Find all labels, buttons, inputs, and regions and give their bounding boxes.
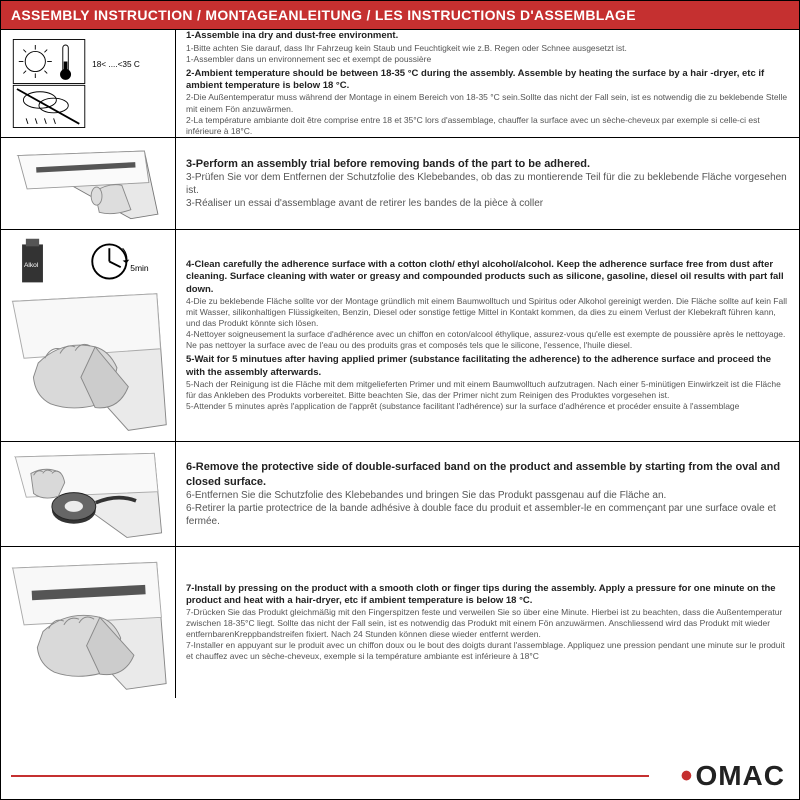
step1-en: 1-Assemble ina dry and dust-free environ… [186,30,789,42]
brand-logo: • OMAC [681,760,785,792]
svg-text:5min: 5min [130,263,149,273]
text-1: 1-Assemble ina dry and dust-free environ… [176,30,799,137]
footer-rule [11,775,649,777]
illus-trial [1,138,176,229]
row-2: 3-Perform an assembly trial before remov… [1,138,799,230]
step3-en: 3-Perform an assembly trial before remov… [186,157,789,171]
step1-fr: 1-Assembler dans un environnement sec et… [186,54,789,65]
header-title: ASSEMBLY INSTRUCTION / MONTAGEANLEITUNG … [11,7,636,23]
step6-en: 6-Remove the protective side of double-s… [186,460,789,489]
text-3: 4-Clean carefully the adherence surface … [176,230,799,441]
svg-text:18< ....<35 C: 18< ....<35 C [92,60,140,69]
text-5: 7-Install by pressing on the product wit… [176,547,799,698]
step3-fr: 3-Réaliser un essai d'assemblage avant d… [186,197,789,210]
step6-fr: 6-Retirer la partie protectrice de la ba… [186,502,789,528]
illus-clean: Alkol 5min [1,230,176,441]
step4-fr: 4-Nettoyer soigneusement la surface d'ad… [186,329,789,351]
step6-de: 6-Entfernen Sie die Schutzfolie des Kleb… [186,489,789,502]
instruction-sheet: ASSEMBLY INSTRUCTION / MONTAGEANLEITUNG … [0,0,800,800]
row-5: 7-Install by pressing on the product wit… [1,547,799,698]
step4-en: 4-Clean carefully the adherence surface … [186,259,789,296]
illus-environment: 18< ....<35 C [1,30,176,137]
step5-en: 5-Wait for 5 minutues after having appli… [186,354,789,379]
row-3: Alkol 5min 4-Clean carefully the adher [1,230,799,442]
illus-remove-tape [1,442,176,546]
step5-fr: 5-Attender 5 minutes après l'application… [186,401,789,412]
step5-de: 5-Nach der Reinigung ist die Fläche mit … [186,379,789,401]
step7-fr: 7-Installer en appuyant sur le produit a… [186,640,789,662]
header-bar: ASSEMBLY INSTRUCTION / MONTAGEANLEITUNG … [1,1,799,30]
footer: • OMAC [1,753,799,799]
text-4: 6-Remove the protective side of double-s… [176,442,799,546]
text-2: 3-Perform an assembly trial before remov… [176,138,799,229]
step3-de: 3-Prüfen Sie vor dem Entfernen der Schut… [186,171,789,197]
step2-fr: 2-La température ambiante doit être comp… [186,115,789,137]
step7-en: 7-Install by pressing on the product wit… [186,583,789,608]
svg-text:Alkol: Alkol [24,262,39,269]
step7-de: 7-Drücken Sie das Produkt gleichmäßig mi… [186,607,789,640]
illus-press [1,547,176,698]
row-4: 6-Remove the protective side of double-s… [1,442,799,547]
step1-de: 1-Bitte achten Sie darauf, dass Ihr Fahr… [186,43,789,54]
step2-de: 2-Die Außentemperatur muss während der M… [186,92,789,114]
rows-container: 18< ....<35 C 1-Assemble ina dry and dus… [1,30,799,753]
logo-text: OMAC [695,760,785,792]
step2-en: 2-Ambient temperature should be between … [186,68,789,93]
row-1: 18< ....<35 C 1-Assemble ina dry and dus… [1,30,799,138]
step4-de: 4-Die zu beklebende Fläche sollte vor de… [186,296,789,329]
